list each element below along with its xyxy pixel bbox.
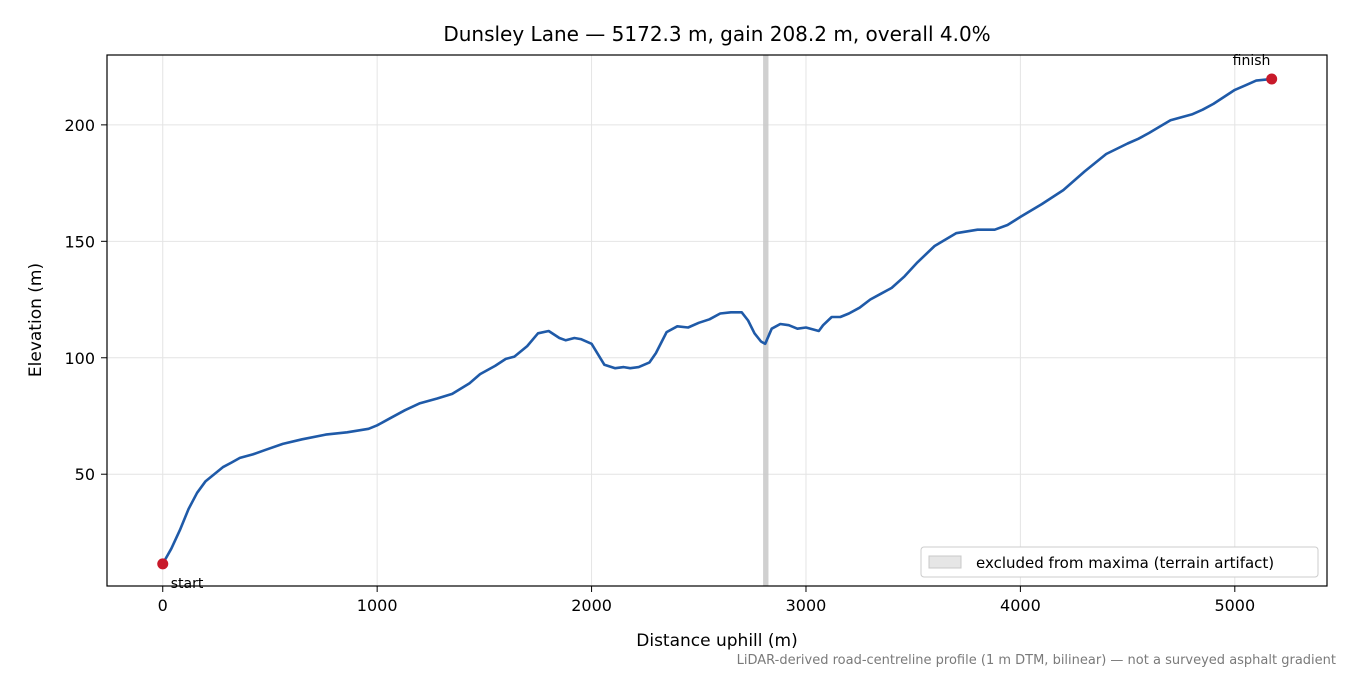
elevation-line — [161, 77, 1273, 566]
start-marker — [157, 558, 169, 570]
x-tick-label: 3000 — [786, 596, 827, 615]
y-tick-label: 150 — [64, 232, 95, 251]
finish-label: finish — [1233, 53, 1271, 69]
axis-ticks: 0 1000 2000 3000 4000 5000 50 100 150 200 — [64, 116, 1255, 615]
chart-title: Dunsley Lane — 5172.3 m, gain 208.2 m, o… — [443, 22, 990, 46]
footnote: LiDAR-derived road-centreline profile (1… — [737, 653, 1336, 668]
finish-marker — [1266, 73, 1278, 85]
x-tick-label: 0 — [158, 596, 168, 615]
y-tick-label: 200 — [64, 116, 95, 135]
excluded-region — [763, 55, 769, 586]
start-label: start — [171, 576, 204, 592]
x-tick-label: 4000 — [1000, 596, 1041, 615]
y-tick-label: 50 — [75, 465, 95, 484]
x-axis-title: Distance uphill (m) — [636, 631, 797, 651]
legend-label: excluded from maxima (terrain artifact) — [976, 554, 1274, 572]
excluded-band — [763, 55, 769, 586]
series-line-layer — [161, 77, 1273, 566]
legend-box — [920, 546, 1319, 578]
grid — [107, 55, 1327, 586]
x-tick-label: 1000 — [357, 596, 398, 615]
legend-swatch — [928, 555, 962, 569]
y-axis-title: Elevation (m) — [26, 263, 46, 377]
endpoint-markers: start finish — [157, 53, 1278, 592]
y-tick-label: 100 — [64, 349, 95, 368]
plot-frame — [106, 54, 1328, 587]
x-tick-label: 2000 — [571, 596, 612, 615]
legend: excluded from maxima (terrain artifact) — [920, 546, 1319, 578]
x-tick-label: 5000 — [1214, 596, 1255, 615]
